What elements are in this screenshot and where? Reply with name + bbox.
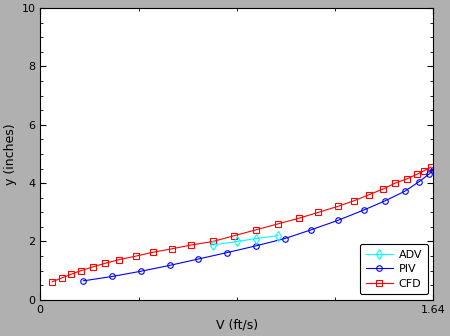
Line: CFD: CFD [50,164,434,285]
CFD [275,222,280,226]
PIV [361,208,367,212]
CFD [117,257,122,261]
PIV [109,275,115,279]
PIV [402,189,407,193]
CFD [90,265,96,269]
PIV [225,251,230,255]
X-axis label: V (ft/s): V (ft/s) [216,319,258,332]
Legend: ADV, PIV, CFD: ADV, PIV, CFD [360,244,428,294]
PIV [167,263,172,267]
PIV [383,199,388,203]
PIV [308,228,314,232]
PIV [431,168,436,172]
ADV [275,234,280,238]
CFD [380,187,386,191]
CFD [315,210,321,214]
PIV [138,269,144,273]
PIV [282,237,288,241]
CFD [133,254,139,258]
CFD [351,199,357,203]
PIV [253,244,259,248]
PIV [426,172,432,176]
CFD [102,261,108,265]
CFD [253,228,259,232]
PIV [416,180,422,184]
CFD [392,181,398,185]
ADV [210,243,216,247]
ADV [234,240,239,244]
CFD [366,193,371,197]
CFD [297,216,302,220]
CFD [421,169,427,173]
ADV [253,237,259,241]
CFD [232,234,237,238]
CFD [210,240,216,244]
CFD [428,165,434,169]
CFD [169,247,175,251]
PIV [81,279,86,283]
Line: PIV: PIV [81,167,436,284]
CFD [150,250,156,254]
CFD [78,268,84,272]
CFD [189,243,194,247]
CFD [405,177,410,181]
CFD [59,276,64,280]
CFD [414,172,419,176]
PIV [335,218,340,222]
CFD [69,272,74,276]
Y-axis label: y (inches): y (inches) [4,123,17,185]
PIV [196,257,201,261]
Line: ADV: ADV [209,232,281,248]
CFD [335,205,340,209]
CFD [50,280,55,284]
